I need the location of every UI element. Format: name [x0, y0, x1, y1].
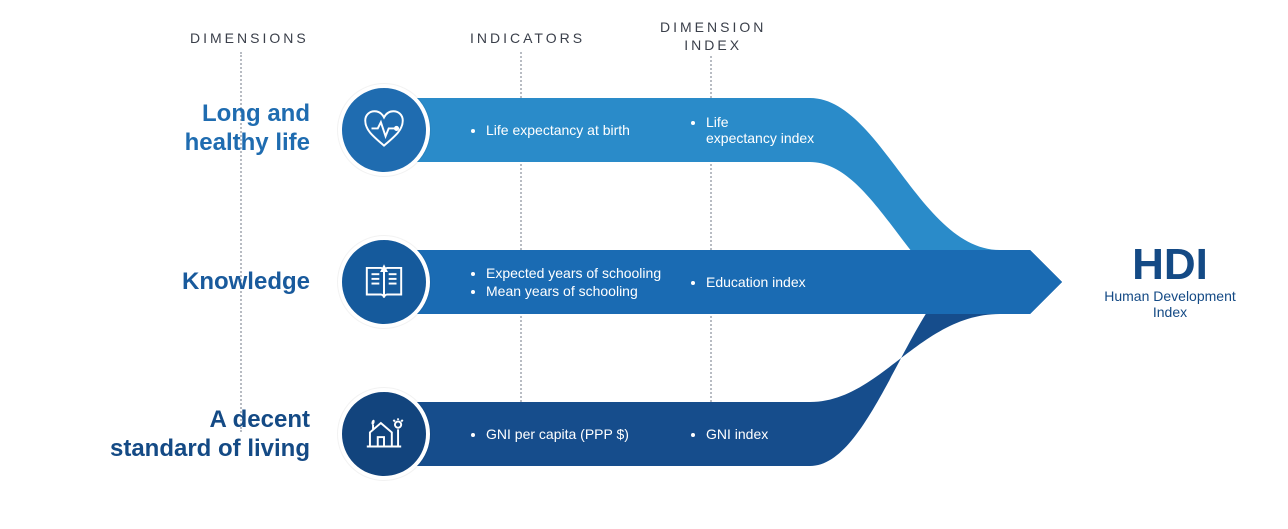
hdi-subtitle: Human Development Index [1080, 288, 1260, 320]
index-item: GNI index [706, 426, 830, 442]
home-eco-icon [359, 409, 409, 459]
indicator-item: GNI per capita (PPP $) [486, 426, 670, 442]
indicators-living: GNI per capita (PPP $) [470, 424, 670, 444]
book-icon [359, 257, 409, 307]
index-living: GNI index [690, 426, 830, 442]
stream-health: Life expectancy at birth Lifeexpectancy … [390, 98, 830, 162]
indicators-health: Life expectancy at birth [470, 120, 670, 140]
index-item: Education index [706, 274, 830, 290]
stream-living: GNI per capita (PPP $) GNI index [390, 402, 830, 466]
indicators-knowledge: Expected years of schooling Mean years o… [470, 263, 670, 301]
index-knowledge: Education index [690, 274, 830, 290]
icon-circle-living [338, 388, 430, 480]
stream-knowledge: Expected years of schooling Mean years o… [390, 250, 830, 314]
icon-circle-knowledge [338, 236, 430, 328]
indicator-item: Expected years of schooling [486, 265, 670, 281]
hdi-output: HDI Human Development Index [1080, 240, 1260, 320]
indicator-item: Mean years of schooling [486, 283, 670, 299]
icon-circle-health [338, 84, 430, 176]
index-health: Lifeexpectancy index [690, 114, 830, 146]
hdi-title: HDI [1080, 240, 1260, 290]
heart-pulse-icon [359, 105, 409, 155]
indicator-item: Life expectancy at birth [486, 122, 670, 138]
index-item: Lifeexpectancy index [706, 114, 830, 146]
